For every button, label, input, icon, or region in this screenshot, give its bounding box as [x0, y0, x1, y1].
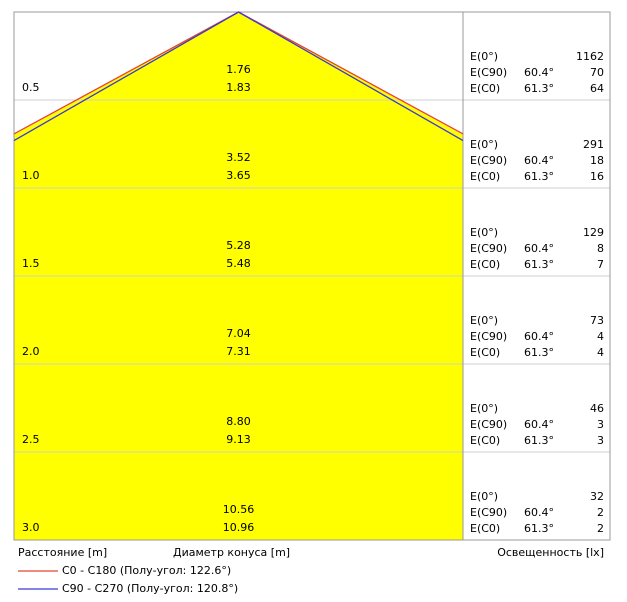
illuminance-label: E(0°) [470, 490, 498, 503]
illuminance-value: 3 [597, 418, 604, 431]
diameter-c90: 7.04 [226, 327, 251, 340]
illuminance-label: E(C90) [470, 242, 507, 255]
angle: 60.4° [524, 330, 554, 343]
header-distance: Расстояние [m] [18, 546, 107, 559]
distance: 1.5 [22, 257, 40, 270]
illuminance-label: E(C0) [470, 170, 500, 183]
diameter-c0: 3.65 [226, 169, 251, 182]
illuminance-value: 73 [590, 314, 604, 327]
angle: 60.4° [524, 154, 554, 167]
frame [13, 11, 611, 541]
illuminance-label: E(C0) [470, 82, 500, 95]
diameter-c0: 1.83 [226, 81, 251, 94]
angle: 60.4° [524, 66, 554, 79]
angle: 61.3° [524, 82, 554, 95]
illuminance-value: 16 [590, 170, 604, 183]
angle: 60.4° [524, 242, 554, 255]
diameter-c90: 8.80 [226, 415, 251, 428]
illuminance-value: 291 [583, 138, 604, 151]
illuminance-value: 3 [597, 434, 604, 447]
illuminance-label: E(C90) [470, 418, 507, 431]
illuminance-value: 18 [590, 154, 604, 167]
illuminance-label: E(C0) [470, 346, 500, 359]
diameter-c90: 1.76 [226, 63, 251, 76]
angle: 60.4° [524, 506, 554, 519]
illuminance-value: 129 [583, 226, 604, 239]
legend-label: C0 - C180 (Полу-угол: 122.6°) [62, 564, 231, 577]
illuminance-label: E(C90) [470, 330, 507, 343]
diameter-c0: 10.96 [223, 521, 255, 534]
angle: 60.4° [524, 418, 554, 431]
angle: 61.3° [524, 258, 554, 271]
illuminance-label: E(0°) [470, 138, 498, 151]
illuminance-label: E(C0) [470, 258, 500, 271]
illuminance-value: 1162 [576, 50, 604, 63]
illuminance-label: E(C90) [470, 66, 507, 79]
illuminance-label: E(0°) [470, 402, 498, 415]
angle: 61.3° [524, 522, 554, 535]
illuminance-label: E(C90) [470, 154, 507, 167]
legend-label: C90 - C270 (Полу-угол: 120.8°) [62, 582, 238, 595]
diameter-c90: 5.28 [226, 239, 251, 252]
distance: 0.5 [22, 81, 40, 94]
illuminance-value: 8 [597, 242, 604, 255]
illuminance-value: 4 [597, 330, 604, 343]
angle: 61.3° [524, 170, 554, 183]
illuminance-label: E(C0) [470, 434, 500, 447]
distance: 1.0 [22, 169, 40, 182]
distance: 3.0 [22, 521, 40, 534]
diameter-c0: 7.31 [226, 345, 251, 358]
illuminance-value: 32 [590, 490, 604, 503]
diameter-c90: 10.56 [223, 503, 255, 516]
header-illuminance: Освещенность [lx] [497, 546, 604, 559]
distance: 2.5 [22, 433, 40, 446]
illuminance-value: 2 [597, 506, 604, 519]
illuminance-value: 2 [597, 522, 604, 535]
diameter-c0: 9.13 [226, 433, 251, 446]
angle: 61.3° [524, 434, 554, 447]
header-diameter: Диаметр конуса [m] [173, 546, 290, 559]
illuminance-label: E(0°) [470, 314, 498, 327]
distance: 2.0 [22, 345, 40, 358]
illuminance-label: E(0°) [470, 226, 498, 239]
diameter-c0: 5.48 [226, 257, 251, 270]
illuminance-value: 64 [590, 82, 604, 95]
illuminance-label: E(0°) [470, 50, 498, 63]
diameter-c90: 3.52 [226, 151, 251, 164]
illuminance-value: 4 [597, 346, 604, 359]
cone-edge [13, 11, 464, 142]
angle: 61.3° [524, 346, 554, 359]
illuminance-label: E(C0) [470, 522, 500, 535]
illuminance-value: 70 [590, 66, 604, 79]
illuminance-value: 46 [590, 402, 604, 415]
illuminance-label: E(C90) [470, 506, 507, 519]
illuminance-value: 7 [597, 258, 604, 271]
